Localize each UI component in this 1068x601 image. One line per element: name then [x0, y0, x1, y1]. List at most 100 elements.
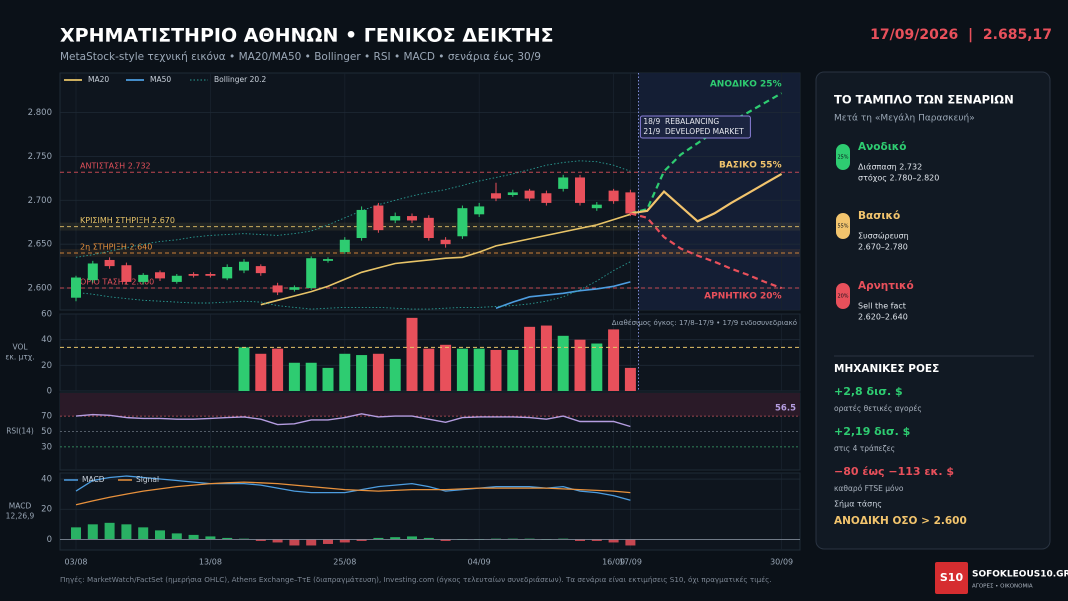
candle-body	[289, 287, 300, 290]
bollinger-upper	[75, 160, 631, 258]
histogram-bar	[339, 539, 350, 543]
volume-bar	[456, 348, 468, 391]
volume-bar	[608, 329, 620, 391]
candle-body	[205, 274, 216, 276]
volume-bar	[406, 317, 418, 391]
event-box	[639, 115, 751, 139]
candle-body	[507, 192, 518, 196]
y-tick-label: 20	[41, 361, 52, 371]
volume-bar	[507, 349, 519, 391]
scenario-detail: 2.670–2.780	[858, 243, 908, 252]
y-tick-label: 50	[41, 427, 52, 437]
volume-bar	[490, 349, 502, 391]
y-axis-label: RSI(14)	[6, 427, 34, 436]
candle-body	[255, 266, 266, 274]
volume-bar	[339, 353, 351, 391]
candle-body	[104, 259, 115, 267]
x-tick-label: 03/08	[64, 558, 87, 567]
candle-body	[591, 204, 602, 209]
logo-box	[935, 562, 968, 594]
volume-bar	[440, 344, 452, 391]
candle-body	[575, 177, 585, 203]
x-tick-label: 25/08	[333, 558, 356, 567]
histogram-bar	[71, 527, 81, 540]
volume-bar	[540, 325, 552, 391]
site: SOFOKLEOUS10.GR	[972, 570, 1068, 580]
y-tick-label: 20	[41, 505, 52, 515]
legend-label: MACD	[82, 475, 105, 484]
rsi-value-label: 56.5	[775, 404, 796, 414]
histogram-bar	[575, 539, 585, 541]
legend-label: Bollinger 20.2	[214, 75, 267, 84]
candle-body	[407, 216, 417, 221]
histogram-bar	[608, 539, 619, 543]
overbought-band	[60, 393, 800, 417]
y-axis-label: MACD	[9, 502, 32, 511]
scenario-panel	[815, 71, 1051, 550]
y-tick-label: 2.750	[28, 152, 52, 162]
candle-body	[121, 265, 132, 282]
scenario-name: Ανοδικό	[858, 141, 906, 153]
scenario-badge	[836, 144, 850, 170]
event-label: 18/9 REBALANCING	[643, 117, 719, 126]
candle-body	[625, 192, 636, 214]
y-tick-label: 60	[41, 310, 52, 320]
flow-value: −80 έως −113 εκ. $	[834, 465, 954, 478]
histogram-bar	[306, 539, 317, 546]
candle-body	[272, 285, 283, 293]
volume-note: Διαθέσιμος όγκος: 17/8–17/9 • 17/9 ενδοσ…	[612, 319, 797, 327]
histogram-bar	[407, 536, 417, 540]
candle-body	[87, 263, 98, 281]
y-tick-label: 70	[41, 412, 52, 422]
date-value: 17/09/2026 | 2.685,17	[870, 27, 1052, 43]
scenario-detail: Διάσπαση 2.732	[858, 163, 922, 172]
legend-label: MA20	[88, 75, 109, 84]
scenario-badge	[836, 283, 850, 309]
histogram-bar	[289, 539, 300, 546]
moving-average	[495, 281, 631, 309]
histogram-bar	[155, 530, 165, 540]
x-tick-label: 17/09	[619, 558, 642, 567]
macd-line	[75, 475, 631, 501]
histogram-bar	[440, 539, 451, 541]
histogram-bar	[188, 534, 199, 540]
scenario-detail: Συσσώρευση	[858, 231, 909, 241]
scenario-name: Αρνητικό	[858, 280, 914, 292]
volume-bar	[591, 343, 603, 391]
scenario-label: ΑΝΟΔΙΚΟ 25%	[710, 80, 782, 90]
y-tick-label: 2.700	[28, 196, 52, 206]
volume-bar	[255, 353, 267, 391]
x-tick-label: 13/08	[199, 558, 222, 567]
y-tick-label: 2.800	[28, 108, 52, 118]
volume-bar	[272, 348, 284, 391]
level-label: ΑΝΤΙΣΤΑΣΗ 2.732	[80, 162, 151, 171]
scenario-badge-label: 55%	[837, 224, 848, 230]
y-tick-label: 2.650	[28, 240, 52, 250]
volume-bar	[238, 347, 250, 391]
histogram-bar	[390, 537, 401, 540]
scenario-label: ΒΑΣΙΚΟ 55%	[719, 160, 782, 170]
histogram-bar	[255, 539, 266, 541]
y-tick-label: 0	[47, 535, 52, 545]
volume-bar	[423, 348, 435, 391]
x-tick-label: 16/09	[602, 558, 625, 567]
volume-bar	[574, 339, 586, 391]
histogram-bar	[625, 539, 636, 546]
histogram-bar	[104, 522, 115, 540]
signal-label: Σήμα τάσης	[834, 500, 882, 509]
volume-bar	[557, 335, 569, 391]
tagline: ΑΓΟΡΕΣ • ΟΙΚΟΝΟΜΙΑ	[972, 584, 1033, 590]
candle-body	[323, 259, 333, 261]
legend-label: Signal	[136, 475, 159, 484]
y-axis-label: εκ. μτχ.	[5, 353, 34, 362]
histogram-bar	[272, 539, 283, 543]
histogram-bar	[222, 537, 233, 540]
candle-body	[188, 274, 199, 276]
candle-body	[373, 205, 384, 231]
y-tick-label: 30	[41, 442, 52, 452]
x-tick-label: 30/09	[770, 558, 793, 567]
source: Πηγές: MarketWatch/FactSet (ημερήσια OHL…	[60, 575, 772, 584]
candle-body	[474, 206, 485, 215]
volume-bar	[372, 353, 384, 391]
volume-bar	[389, 358, 401, 391]
